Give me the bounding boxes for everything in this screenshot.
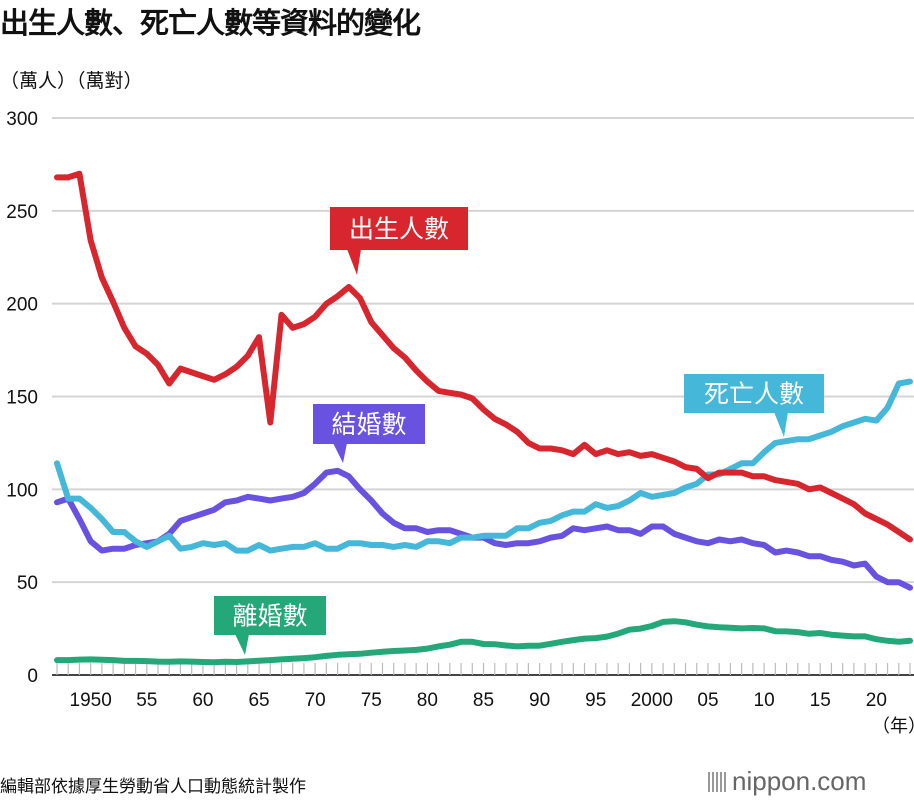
callout-label: 離婚數 [232,602,307,631]
y-tick-label: 300 [6,109,38,130]
x-tick-label: 10 [754,690,775,711]
x-tick-label: 15 [810,690,831,711]
callout-births: 出生人數 [330,207,468,275]
x-tick-label: 95 [585,690,606,711]
x-axis-unit-label: （年） [872,716,914,737]
callout-box [684,374,824,413]
y-tick-label: 0 [27,666,38,687]
callout-pointer [235,634,249,655]
x-tick-label: 65 [248,690,269,711]
callout-box [313,404,425,444]
y-tick-label: 200 [6,295,38,316]
y-tick-label: 50 [17,573,38,594]
series-line-births [54,170,913,543]
callout-deaths: 死亡人數 [684,374,824,437]
y-tick-label: 100 [6,480,38,501]
callout-label: 出生人數 [349,215,449,244]
x-tick-label: 20 [866,690,887,711]
callout-divorces: 離婚數 [214,596,326,655]
x-tick-label: 60 [192,690,213,711]
source-note: 編輯部依據厚生勞動省人口動態統計製作 [0,777,306,797]
x-tick-label: 80 [417,690,438,711]
x-tick-label: 90 [529,690,550,711]
logo-bars-icon [708,772,726,792]
callout-pointer [347,249,361,275]
y-axis-unit-label: （萬人）（萬對） [0,70,143,92]
x-tick-label: 75 [361,690,382,711]
x-tick-label: 55 [136,690,157,711]
callout-box [330,207,468,250]
callout-label: 死亡人數 [704,380,804,409]
callout-label: 結婚數 [331,410,406,439]
callout-pointer [333,443,347,463]
callout-box [214,596,326,635]
logo-text: nippon.com [732,766,867,796]
callout-pointer [774,412,788,437]
x-tick-label: 1950 [70,690,112,711]
y-tick-label: 250 [6,202,38,223]
series-line-divorces [54,618,913,666]
chart-title: 出生人數、死亡人數等資料的變化 [0,6,421,40]
series-line-deaths [54,378,913,554]
y-tick-label: 150 [6,388,38,409]
callout-marriages: 結婚數 [313,404,425,463]
x-tick-label: 05 [697,690,718,711]
x-tick-label: 2000 [631,690,673,711]
x-tick-label: 70 [305,690,326,711]
x-tick-label: 85 [473,690,494,711]
nippon-logo: nippon.com [708,766,866,797]
